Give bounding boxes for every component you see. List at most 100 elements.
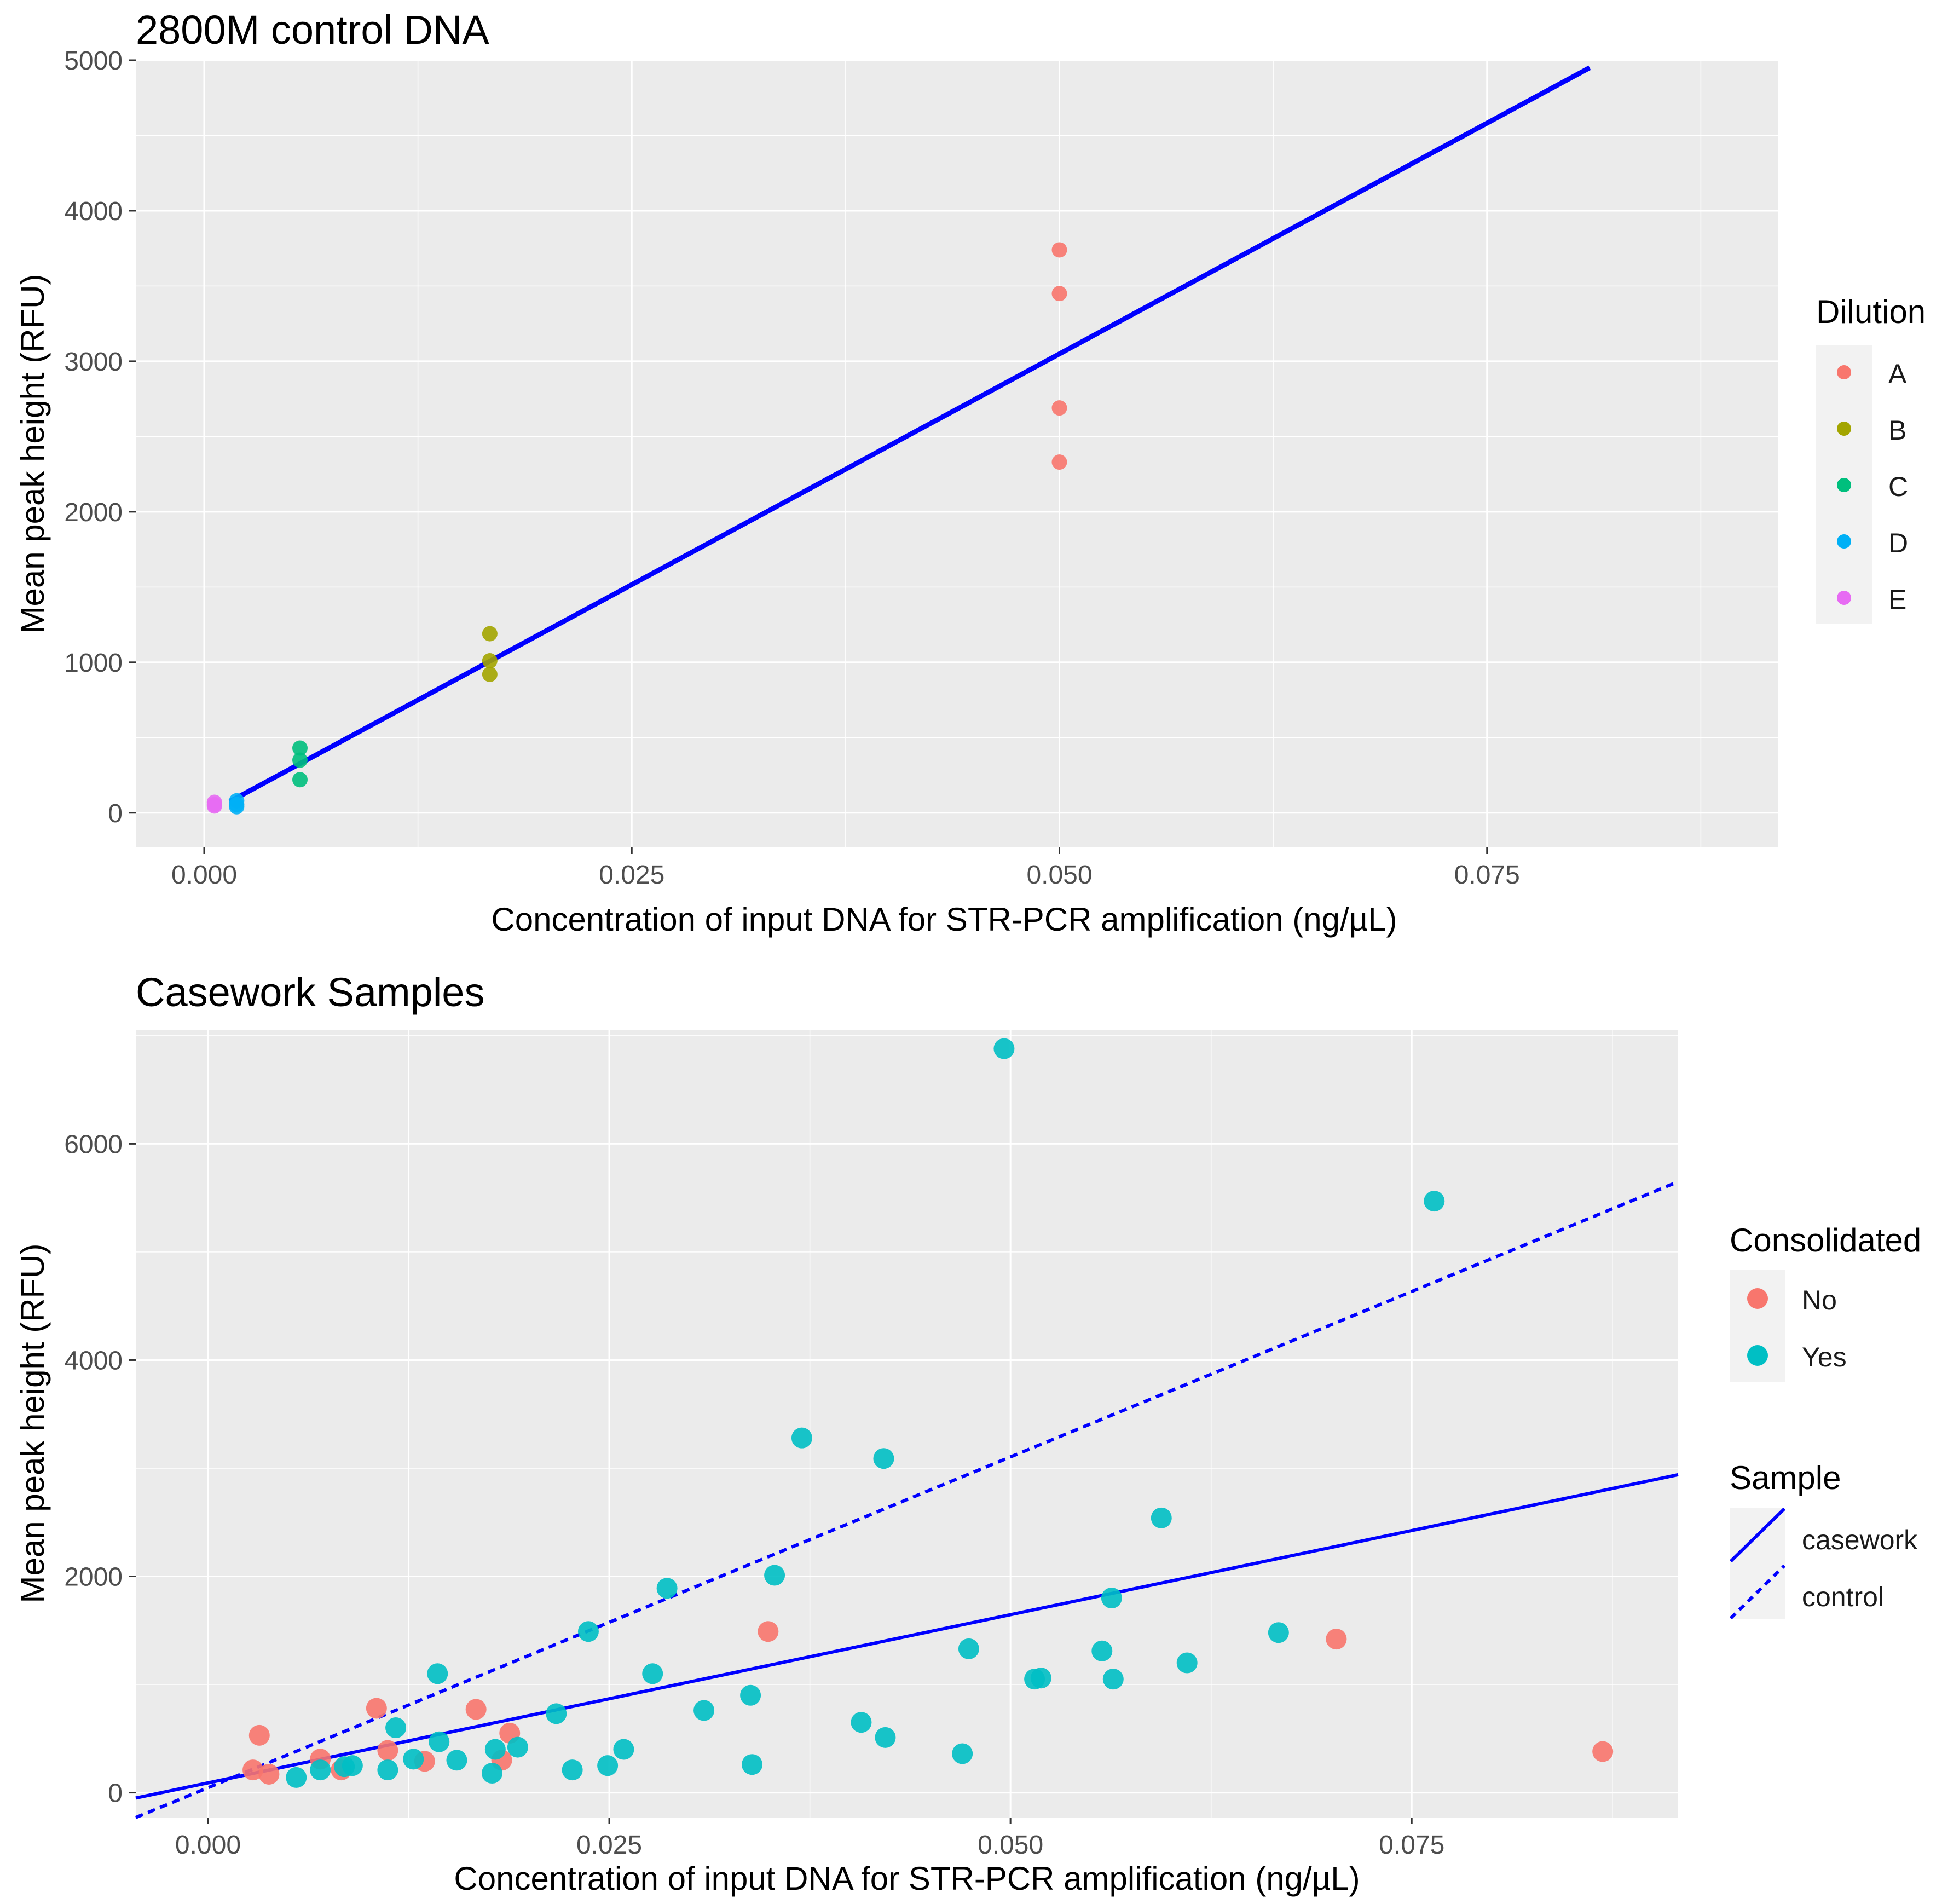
data-point-yes (1151, 1507, 1172, 1528)
data-point-yes (1268, 1622, 1289, 1643)
data-points (206, 242, 1067, 815)
legend-title: Consolidated (1730, 1222, 1921, 1259)
fit-lines (228, 65, 1591, 804)
control-line (135, 1180, 1679, 1819)
data-point-b (482, 666, 498, 682)
legend-label-casework: casework (1802, 1525, 1918, 1555)
data-point-yes (693, 1700, 715, 1721)
y-tick-label: 5000 (64, 47, 123, 76)
data-point-c (292, 772, 308, 788)
data-point-c (292, 752, 308, 768)
data-point-yes (385, 1717, 407, 1739)
y-tick-label: 2000 (64, 498, 123, 527)
data-point-yes (1176, 1652, 1198, 1674)
x-axis-ticks: 0.000 0.025 0.050 0.075 (175, 1818, 1444, 1860)
legend-item-b: B (1837, 415, 1906, 446)
data-point-a (1051, 242, 1067, 258)
legend-title: Sample (1730, 1459, 1841, 1496)
y-axis-title: Mean peak height (RFU) (14, 274, 51, 634)
chart-title: 2800M control DNA (136, 7, 489, 53)
legend-dilution: Dilution A B C D E (1816, 293, 1926, 624)
data-point-no (258, 1763, 280, 1785)
data-point-d (229, 799, 245, 815)
data-point-yes (740, 1684, 761, 1706)
data-point-no (377, 1740, 398, 1761)
y-tick-label: 3000 (64, 348, 123, 377)
legend-key-a (1837, 365, 1851, 379)
x-tick-label: 0.050 (1026, 861, 1092, 890)
legend-key-c (1837, 478, 1851, 492)
legend-label-d: D (1888, 528, 1908, 558)
legend-key-yes (1747, 1345, 1768, 1366)
y-tick-label: 1000 (64, 649, 123, 678)
data-point-yes (642, 1663, 663, 1684)
data-point-yes (377, 1759, 398, 1781)
legend-item-no: No (1747, 1285, 1837, 1316)
data-point-yes (764, 1565, 785, 1586)
data-point-no (1592, 1741, 1614, 1762)
legend-label-e: E (1888, 584, 1906, 615)
control-fit-line (228, 65, 1591, 804)
data-point-yes (286, 1767, 307, 1788)
legend-key-background (1730, 1508, 1785, 1619)
legend-label-b: B (1888, 415, 1906, 446)
data-point-yes (1030, 1668, 1051, 1689)
legend-key-no (1747, 1288, 1768, 1309)
major-gridlines (136, 59, 1778, 847)
x-tick-label: 0.025 (576, 1831, 642, 1860)
x-tick-label: 0.025 (599, 861, 664, 890)
data-point-yes (310, 1759, 331, 1781)
data-point-yes (562, 1759, 583, 1781)
legend-label-yes: Yes (1802, 1342, 1847, 1372)
data-point-yes (993, 1038, 1015, 1059)
data-point-b (482, 626, 498, 642)
data-point-yes (429, 1731, 450, 1752)
x-tick-label: 0.000 (175, 1831, 241, 1860)
data-point-yes (484, 1739, 506, 1760)
data-point-a (1051, 286, 1067, 302)
data-point-a (1051, 400, 1067, 416)
legend-item-d: D (1837, 528, 1908, 558)
data-point-no (242, 1759, 264, 1781)
legend-key-d (1837, 534, 1851, 549)
data-point-yes (446, 1750, 467, 1771)
x-axis-ticks: 0.000 0.025 0.050 0.075 (171, 847, 1520, 890)
major-gridlines (136, 1030, 1678, 1818)
data-point-yes (791, 1427, 812, 1449)
y-tick-label: 2000 (64, 1563, 123, 1592)
data-point-yes (873, 1448, 894, 1469)
x-tick-label: 0.075 (1379, 1831, 1444, 1860)
legend-item-yes: Yes (1747, 1342, 1847, 1372)
data-point-e (206, 798, 222, 814)
legend-item-a: A (1837, 359, 1907, 389)
data-point-yes (1102, 1669, 1124, 1690)
x-axis-title: Concentration of input DNA for STR-PCR a… (454, 1860, 1360, 1897)
data-point-yes (507, 1736, 528, 1758)
data-point-yes (403, 1749, 424, 1770)
data-point-yes (481, 1763, 502, 1784)
y-tick-label: 4000 (64, 197, 123, 226)
data-points (242, 1038, 1614, 1788)
data-point-yes (597, 1755, 619, 1776)
data-point-yes (1424, 1191, 1445, 1212)
data-point-a (1051, 454, 1067, 470)
data-point-b (482, 653, 498, 669)
chart-title: Casework Samples (136, 970, 484, 1015)
legend-label-no: No (1802, 1285, 1837, 1316)
x-axis-title: Concentration of input DNA for STR-PCR a… (491, 901, 1397, 938)
casework-samples-chart: Casework Samples 0 2000 4000 6000 0.000 0.02… (14, 970, 1921, 1897)
data-point-yes (656, 1578, 678, 1599)
y-tick-label: 6000 (64, 1130, 123, 1159)
data-point-yes (1101, 1588, 1122, 1609)
legend-item-c: C (1837, 471, 1908, 502)
plot-panel (136, 1030, 1678, 1818)
y-axis-title: Mean peak height (RFU) (14, 1244, 51, 1603)
legend-consolidated: Consolidated No Yes (1730, 1222, 1921, 1382)
data-point-yes (875, 1727, 896, 1748)
data-point-yes (613, 1739, 634, 1760)
legend-sample: Sample casework control (1729, 1459, 1918, 1620)
data-point-yes (952, 1743, 973, 1764)
legend-title: Dilution (1816, 293, 1926, 330)
data-point-c (292, 740, 308, 756)
